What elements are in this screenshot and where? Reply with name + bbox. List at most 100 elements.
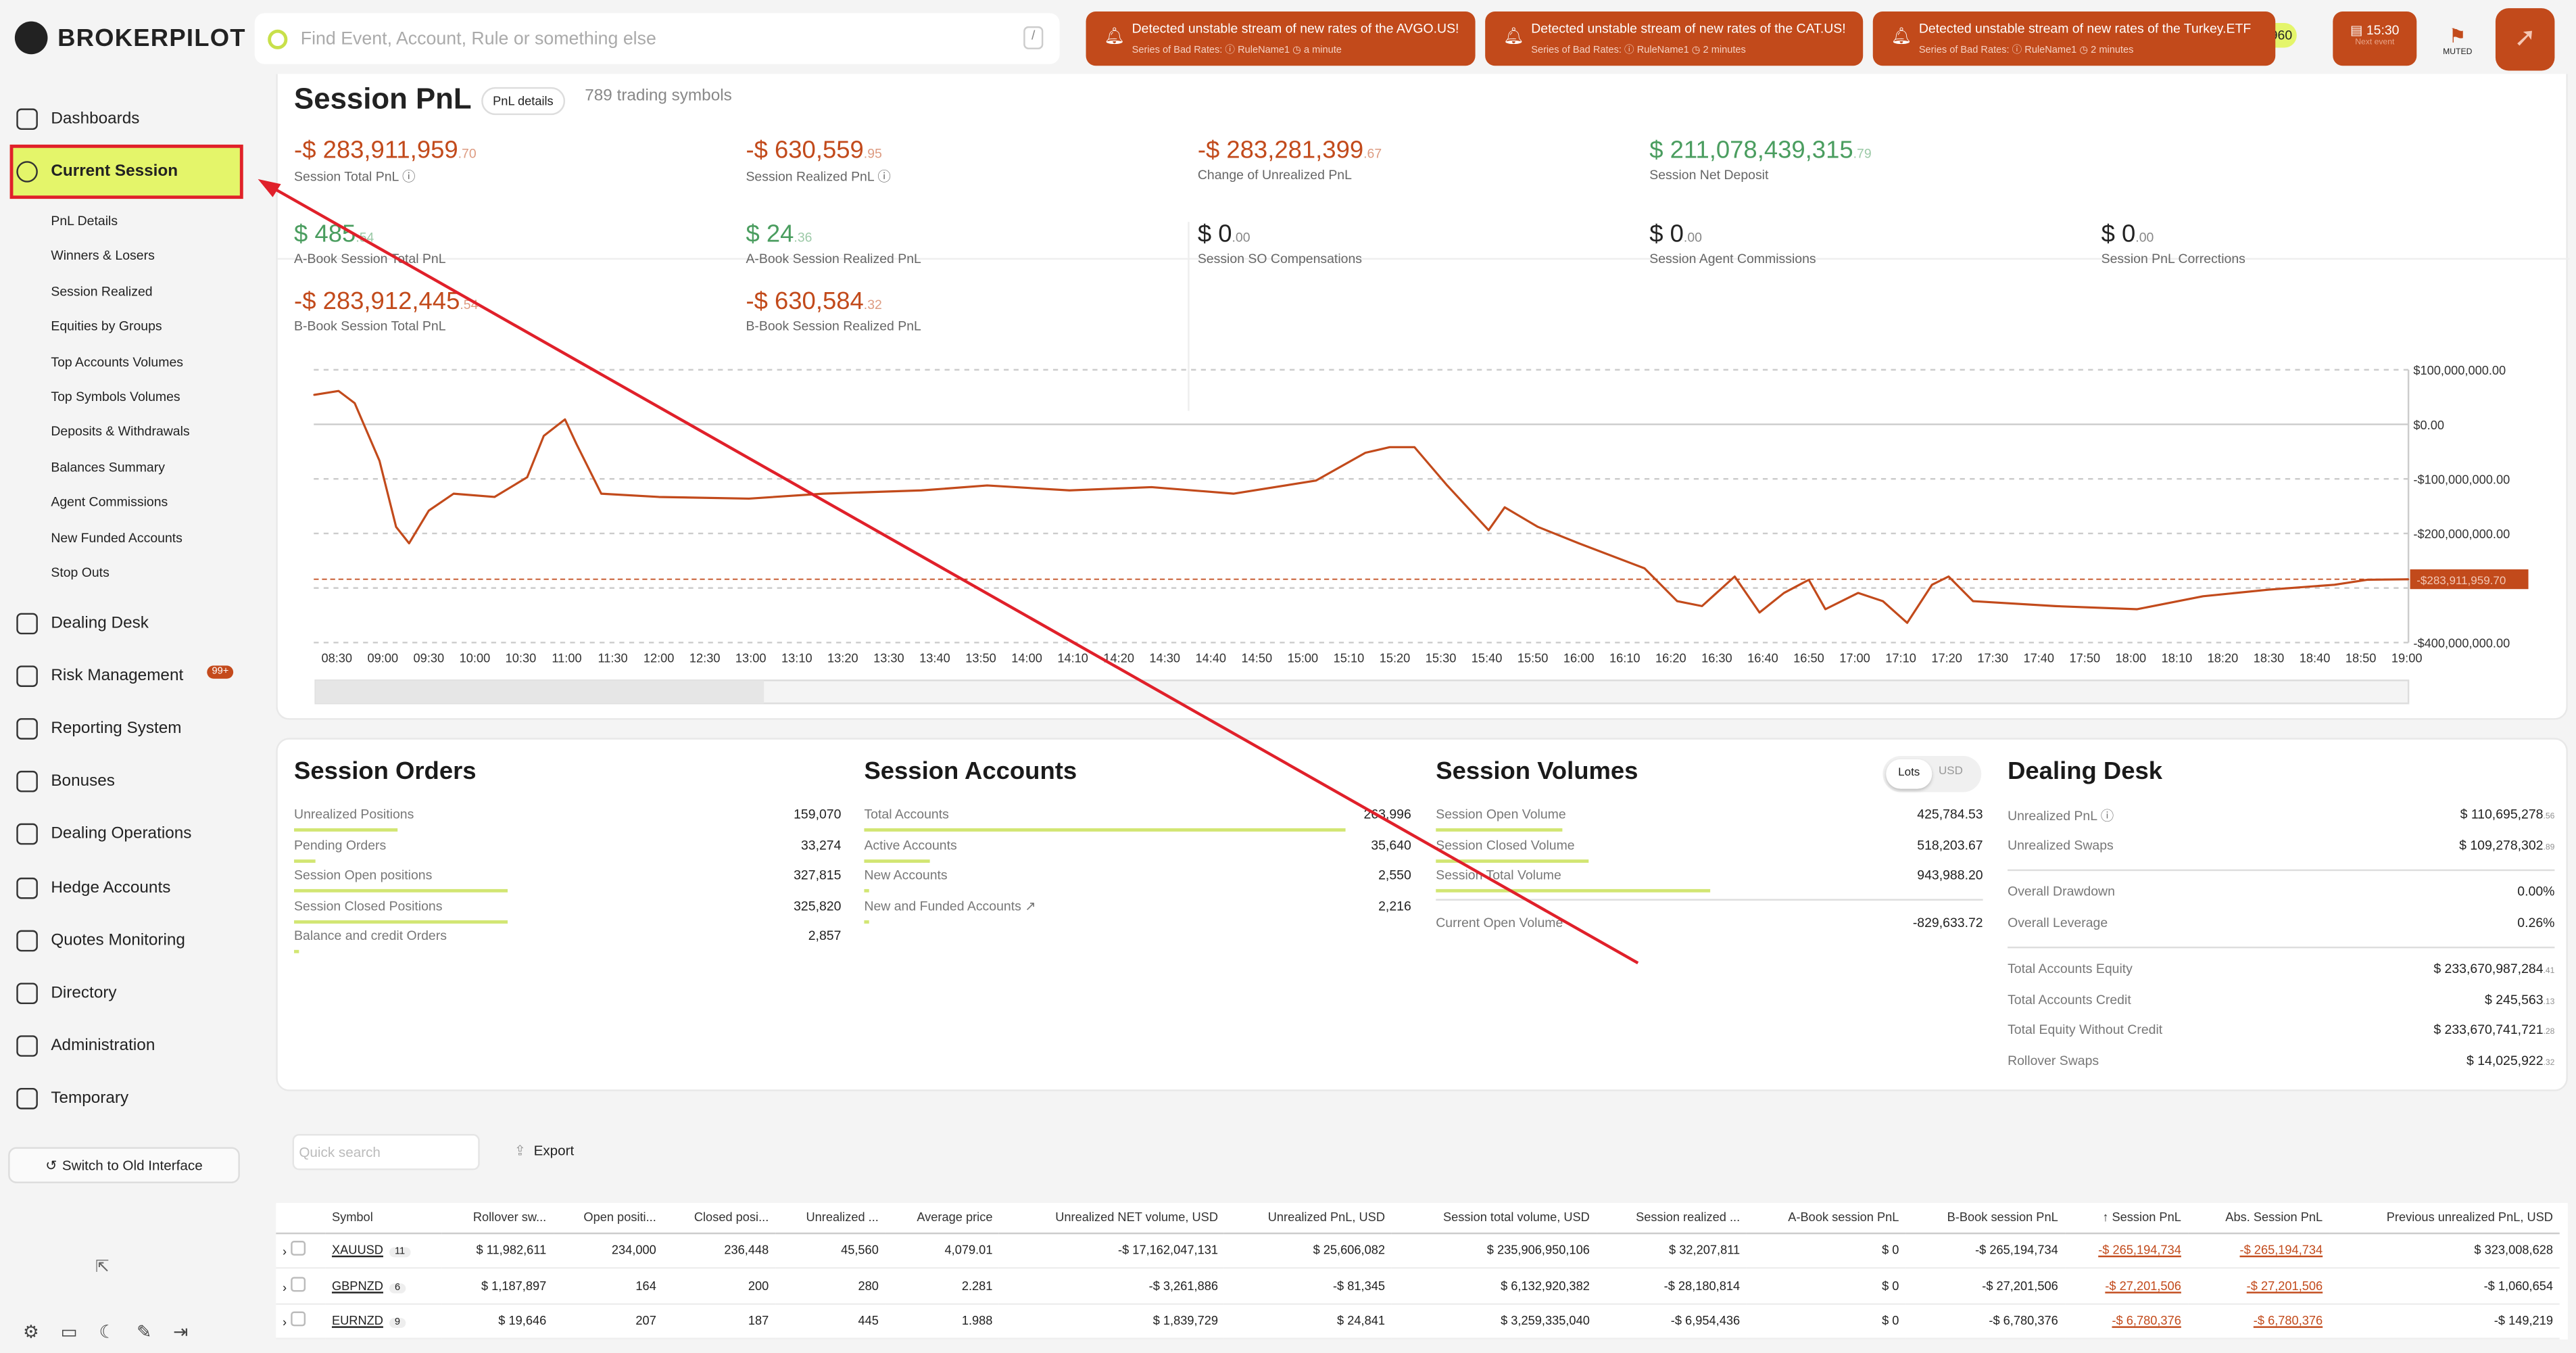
symbol-link[interactable]: GBPNZD — [331, 1278, 383, 1293]
dealing-desk-row: Overall Leverage 0.26% — [2008, 914, 2555, 930]
column-header[interactable]: Symbol — [325, 1203, 443, 1234]
data-point — [1734, 575, 1736, 577]
pnl-details-button[interactable]: PnL details — [481, 87, 565, 116]
sidebar-subitem[interactable]: Top Symbols Volumes — [51, 389, 180, 404]
next-event-button[interactable]: ▤ 15:30 Next event — [2333, 11, 2417, 66]
expand-chevron-icon[interactable]: › — [283, 1244, 291, 1260]
table-cell[interactable]: -$ 265,194,734 — [2187, 1232, 2329, 1269]
toggle-usd[interactable]: USD — [1938, 765, 1963, 778]
logo[interactable]: BROKERPILOT — [14, 21, 246, 55]
stat-row: Current Open Volume -829,633.72 — [1436, 915, 1983, 930]
mute-toggle[interactable]: ⚑ MUTED — [2443, 24, 2473, 58]
sidebar-item-hedge-accounts[interactable]: Hedge Accounts — [16, 876, 170, 899]
kpi-value: $ 0.00 — [2101, 220, 2154, 249]
monitor-icon[interactable]: ▭ — [60, 1323, 78, 1343]
dark-mode-icon[interactable]: ☾ — [99, 1323, 116, 1343]
units-toggle[interactable]: Lots USD — [1882, 756, 1982, 792]
column-header[interactable]: Previous unrealized PnL, USD — [2329, 1203, 2560, 1234]
sidebar-item-dealing-desk[interactable]: Dealing Desk — [16, 613, 149, 635]
sidebar-item-administration[interactable]: Administration — [16, 1035, 155, 1057]
search-input[interactable]: Find Event, Account, Rule or something e… — [300, 28, 656, 49]
sidebar-item-risk-management[interactable]: Risk Management — [16, 665, 183, 688]
table-cell: $ 323,008,628 — [2329, 1232, 2560, 1269]
table-cell[interactable]: -$ 6,780,376 — [2064, 1303, 2188, 1339]
sound-off-icon[interactable]: ✎ — [137, 1323, 152, 1343]
column-header[interactable]: ↑ Session PnL — [2064, 1203, 2188, 1234]
sidebar-subitem[interactable]: Top Accounts Volumes — [51, 354, 184, 369]
row-checkbox[interactable] — [290, 1276, 306, 1291]
row-checkbox[interactable] — [290, 1312, 306, 1327]
column-header[interactable]: Unrealized NET volume, USD — [999, 1203, 1225, 1234]
sidebar-subitem[interactable]: Balances Summary — [51, 460, 165, 475]
switch-old-interface-button[interactable]: ↺ Switch to Old Interface — [8, 1147, 240, 1183]
x-tick-label: 16:30 — [1701, 651, 1732, 665]
sidebar-item-dealing-operations[interactable]: Dealing Operations — [16, 824, 191, 846]
table-cell[interactable]: -$ 27,201,506 — [2064, 1268, 2188, 1304]
column-header[interactable]: Open positi... — [552, 1203, 663, 1234]
row-checkbox[interactable] — [290, 1241, 306, 1256]
logout-icon[interactable]: ⇥ — [173, 1323, 189, 1343]
table-cell[interactable]: -$ 27,201,506 — [2187, 1268, 2329, 1304]
kpi: -$ 283,281,399.67 Change of Unrealized Pn… — [1198, 137, 1382, 183]
rocket-icon: ➚ — [2514, 24, 2536, 53]
symbol-link[interactable]: EURNZD — [331, 1313, 383, 1329]
x-tick-label: 09:00 — [368, 651, 399, 665]
sidebar-subitem[interactable]: Stop Outs — [51, 565, 110, 580]
column-header[interactable]: Abs. Session PnL — [2187, 1203, 2329, 1234]
session-pnl-chart[interactable]: $100,000,000.00 $0.00 -$100,000,000.00 -$20… — [278, 354, 2570, 707]
symbol-link[interactable]: XAUUSD — [331, 1243, 383, 1258]
export-button[interactable]: ⇪ Export — [514, 1142, 575, 1159]
table-cell: $ 0 — [1746, 1268, 1906, 1304]
column-header[interactable]: B-Book session PnL — [1905, 1203, 2065, 1234]
sidebar-item-dashboards[interactable]: Dashboards — [16, 108, 139, 130]
x-tick-label: 18:40 — [2300, 651, 2331, 665]
symbol-count-badge: 6 — [389, 1283, 406, 1293]
sidebar-item-bonuses[interactable]: Bonuses — [16, 771, 115, 793]
expand-chevron-icon[interactable]: › — [283, 1279, 291, 1295]
table-cell[interactable]: -$ 6,780,376 — [2187, 1303, 2329, 1339]
column-header[interactable]: Closed posi... — [662, 1203, 776, 1234]
alert-toast[interactable]: 🔔︎ Detected unstable stream of new rates … — [1086, 11, 1476, 66]
alert-toast[interactable]: 🔔︎ Detected unstable stream of new rates … — [1872, 11, 2276, 66]
column-header[interactable]: Session total volume, USD — [1391, 1203, 1597, 1234]
table-row[interactable]: › EURNZD 9 $ 19,646 207 187 445 1.988 $ 1,839,7… — [276, 1303, 2560, 1339]
stat-value: 263,996 — [1363, 807, 1411, 822]
sidebar-item-current-session[interactable]: Current Session — [16, 161, 178, 183]
kpi-label: A-Book Session Realized PnL — [746, 251, 921, 266]
quick-search-input[interactable]: Quick search — [292, 1134, 480, 1170]
rocket-button[interactable]: ➚ — [2495, 8, 2555, 71]
settings-icon[interactable]: ⚙ — [23, 1323, 40, 1343]
column-header[interactable]: Unrealized ... — [775, 1203, 885, 1234]
data-point — [1931, 584, 1933, 586]
column-header[interactable]: A-Book session PnL — [1746, 1203, 1906, 1234]
kpi: -$ 630,584.32 B-Book Session Realized PnL — [746, 287, 921, 333]
stat-label: Unrealized Positions — [294, 807, 414, 822]
column-header[interactable]: Unrealized PnL, USD — [1224, 1203, 1392, 1234]
sidebar-item-temporary[interactable]: Temporary — [16, 1087, 128, 1110]
sidebar-item-quotes-monitoring[interactable]: Quotes Monitoring — [16, 929, 185, 951]
data-point — [1315, 479, 1317, 481]
global-search[interactable]: Find Event, Account, Rule or something e… — [254, 13, 1060, 64]
sidebar-subitem[interactable]: PnL Details — [51, 213, 118, 229]
column-header[interactable]: Average price — [885, 1203, 1000, 1234]
sidebar-subitem[interactable]: Agent Commissions — [51, 495, 168, 510]
sidebar-item-reporting-system[interactable]: Reporting System — [16, 718, 182, 740]
navigator-handle[interactable] — [315, 680, 764, 704]
clock-icon — [16, 161, 38, 183]
toggle-lots[interactable]: Lots — [1886, 759, 1933, 789]
column-header[interactable]: Session realized ... — [1596, 1203, 1747, 1234]
alert-toast[interactable]: 🔔︎ Detected unstable stream of new rates … — [1485, 11, 1864, 66]
table-row[interactable]: › XAUUSD 11 $ 11,982,611 234,000 236,448 45,5… — [276, 1232, 2560, 1269]
x-tick-label: 10:00 — [460, 651, 491, 665]
column-header[interactable]: Rollover sw... — [442, 1203, 553, 1234]
sidebar-subitem[interactable]: Deposits & Withdrawals — [51, 425, 190, 440]
table-cell[interactable]: -$ 265,194,734 — [2064, 1232, 2188, 1269]
expand-chevron-icon[interactable]: › — [283, 1315, 291, 1330]
sidebar-subitem[interactable]: Session Realized — [51, 283, 153, 299]
stat-bar — [294, 949, 300, 953]
sidebar-subitem[interactable]: Winners & Losers — [51, 248, 155, 264]
sidebar-item-directory[interactable]: Directory — [16, 982, 117, 1004]
sidebar-subitem[interactable]: New Funded Accounts — [51, 530, 183, 545]
table-row[interactable]: › GBPNZD 6 $ 1,187,897 164 200 280 2.281 -$ 3,2… — [276, 1268, 2560, 1304]
sidebar-subitem[interactable]: Equities by Groups — [51, 318, 162, 334]
